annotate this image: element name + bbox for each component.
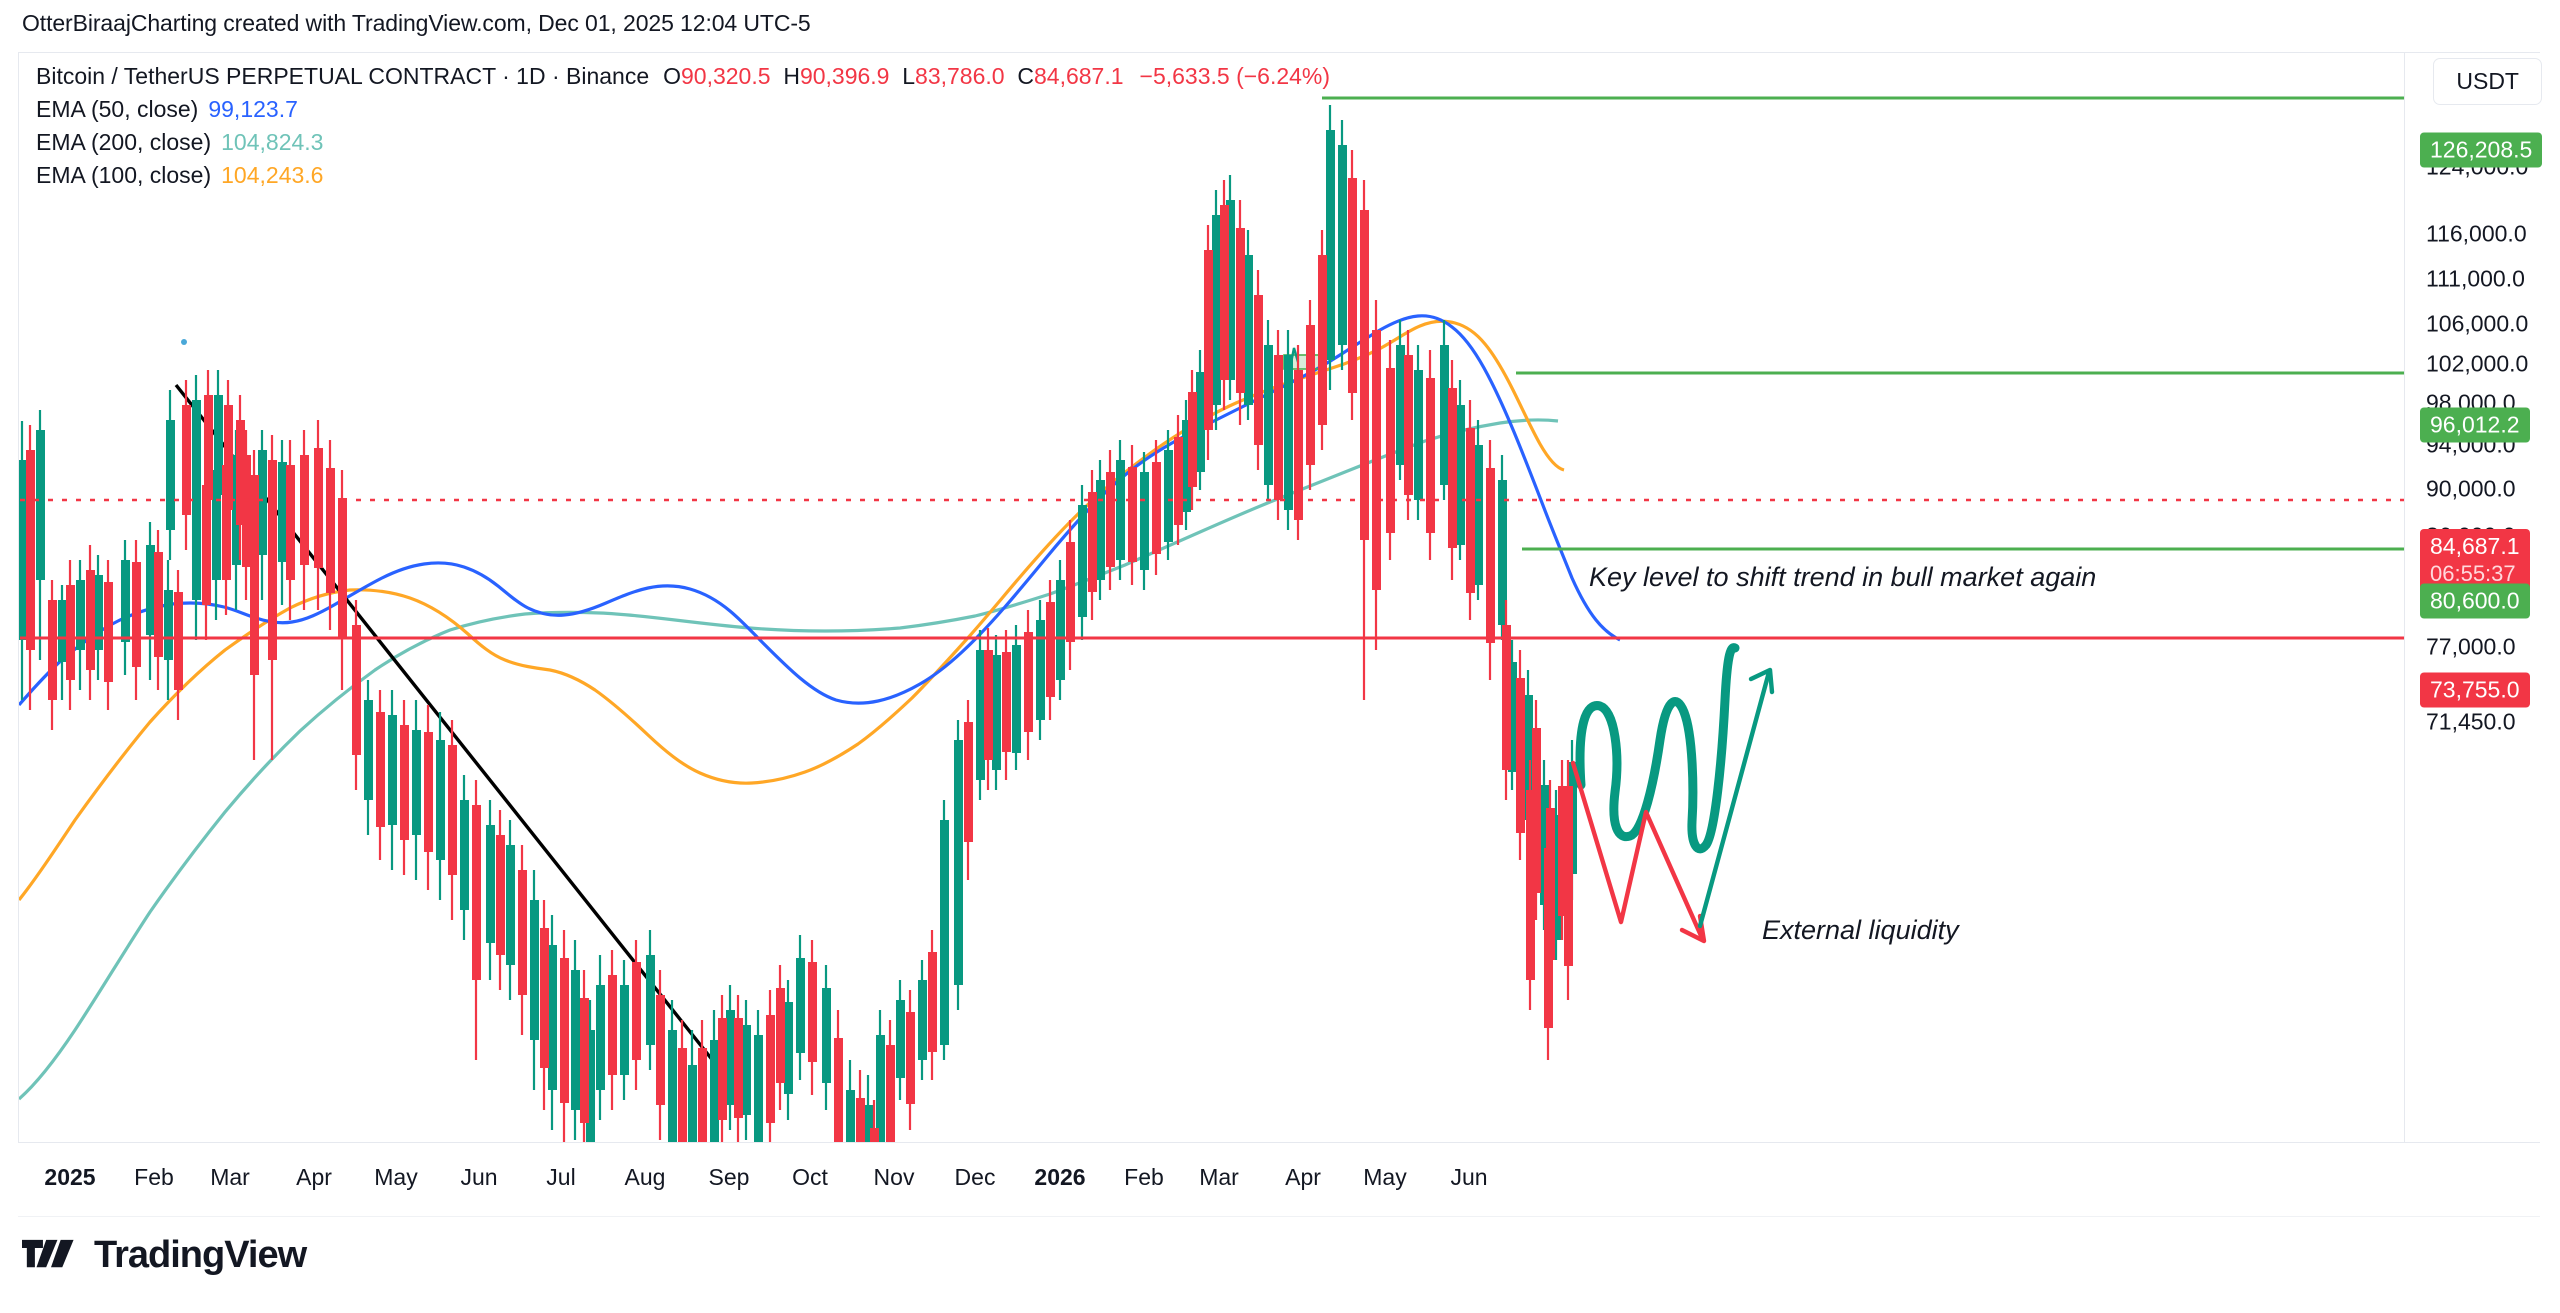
- bar-countdown: 06:55:37: [2430, 561, 2516, 586]
- open-label: O: [663, 63, 681, 89]
- price-badge-support-73755[interactable]: 73,755.0: [2420, 672, 2530, 708]
- high-label: H: [783, 63, 800, 89]
- time-axis[interactable]: 2025 Feb Mar Apr May Jun Jul Aug Sep Oct…: [18, 1150, 2404, 1210]
- legend-ema-50[interactable]: EMA (50, close) 99,123.7: [36, 93, 1330, 126]
- legend-ema-200[interactable]: EMA (200, close) 104,824.3: [36, 126, 1330, 159]
- price-tick: 116,000.0: [2426, 220, 2527, 247]
- time-tick-sep: Sep: [708, 1164, 750, 1190]
- time-scale-separator: [18, 1142, 2540, 1143]
- legend-symbol-row[interactable]: Bitcoin / TetherUS PERPETUAL CONTRACT · …: [36, 60, 1330, 93]
- time-tick-mar2: Mar: [1199, 1164, 1239, 1190]
- tradingview-brand-text: TradingView: [94, 1234, 307, 1276]
- ema-200-label: EMA (200, close): [36, 129, 212, 155]
- time-tick-may2: May: [1363, 1164, 1407, 1190]
- price-scale-separator: [2404, 52, 2405, 1142]
- time-tick-nov: Nov: [873, 1164, 915, 1190]
- currency-chip-usdt[interactable]: USDT: [2433, 58, 2542, 105]
- price-axis[interactable]: 124,000.0 116,000.0 111,000.0 106,000.0 …: [2418, 52, 2560, 1142]
- legend-ema-100[interactable]: EMA (100, close) 104,243.6: [36, 159, 1330, 192]
- time-tick-dec: Dec: [954, 1164, 996, 1190]
- price-tick: 106,000.0: [2426, 310, 2529, 337]
- close-value: 84,687.1: [1033, 63, 1124, 89]
- time-tick-apr: Apr: [296, 1164, 332, 1190]
- price-tick: 71,450.0: [2426, 708, 2516, 735]
- ema-50-value: 99,123.7: [208, 96, 298, 122]
- ema-100-label: EMA (100, close): [36, 162, 212, 188]
- time-tick-feb: Feb: [134, 1164, 174, 1190]
- time-tick-may: May: [374, 1164, 418, 1190]
- low-label: L: [902, 63, 916, 89]
- price-change: −5,633.5 (−6.24%): [1139, 63, 1331, 89]
- time-tick-jun: Jun: [460, 1164, 498, 1190]
- price-badge-support-80600[interactable]: 80,600.0: [2420, 583, 2530, 619]
- tradingview-logo-icon: [22, 1239, 74, 1267]
- time-tick-aug: Aug: [624, 1164, 666, 1190]
- last-price-value: 84,687.1: [2430, 533, 2520, 559]
- time-tick-2025: 2025: [44, 1164, 96, 1190]
- time-tick-mar: Mar: [210, 1164, 250, 1190]
- price-badge-last-price[interactable]: 84,687.1 06:55:37: [2420, 529, 2530, 591]
- tradingview-brand: TradingView: [22, 1234, 307, 1277]
- time-tick-jun2: Jun: [1450, 1164, 1488, 1190]
- symbol-title: Bitcoin / TetherUS PERPETUAL CONTRACT · …: [36, 63, 650, 89]
- price-tick: 77,000.0: [2426, 633, 2516, 660]
- time-tick-oct: Oct: [792, 1164, 828, 1190]
- chart-legend: Bitcoin / TetherUS PERPETUAL CONTRACT · …: [36, 60, 1330, 192]
- time-tick-jul: Jul: [546, 1164, 576, 1190]
- price-badge-resistance[interactable]: 126,208.5: [2420, 132, 2543, 168]
- high-value: 90,396.9: [799, 63, 890, 89]
- price-tick: 90,000.0: [2426, 475, 2516, 502]
- chart-frame: [18, 52, 2540, 1142]
- ema-100-value: 104,243.6: [221, 162, 324, 188]
- time-tick-2026: 2026: [1034, 1164, 1086, 1190]
- footer-separator: [18, 1216, 2540, 1217]
- close-label: C: [1017, 63, 1034, 89]
- time-tick-feb2: Feb: [1124, 1164, 1164, 1190]
- annotation-external-liquidity[interactable]: External liquidity: [1762, 915, 1959, 945]
- annotation-key-level[interactable]: Key level to shift trend in bull market …: [1589, 562, 2097, 592]
- time-tick-apr2: Apr: [1285, 1164, 1321, 1190]
- price-tick: 102,000.0: [2426, 350, 2529, 377]
- open-value: 90,320.5: [681, 63, 771, 89]
- low-value: 83,786.0: [915, 63, 1005, 89]
- ema-200-value: 104,824.3: [221, 129, 324, 155]
- price-tick: 111,000.0: [2426, 265, 2525, 292]
- attribution-text: OtterBiraajCharting created with Trading…: [22, 10, 811, 36]
- price-badge-key-level[interactable]: 96,012.2: [2420, 407, 2530, 443]
- ema-50-label: EMA (50, close): [36, 96, 199, 122]
